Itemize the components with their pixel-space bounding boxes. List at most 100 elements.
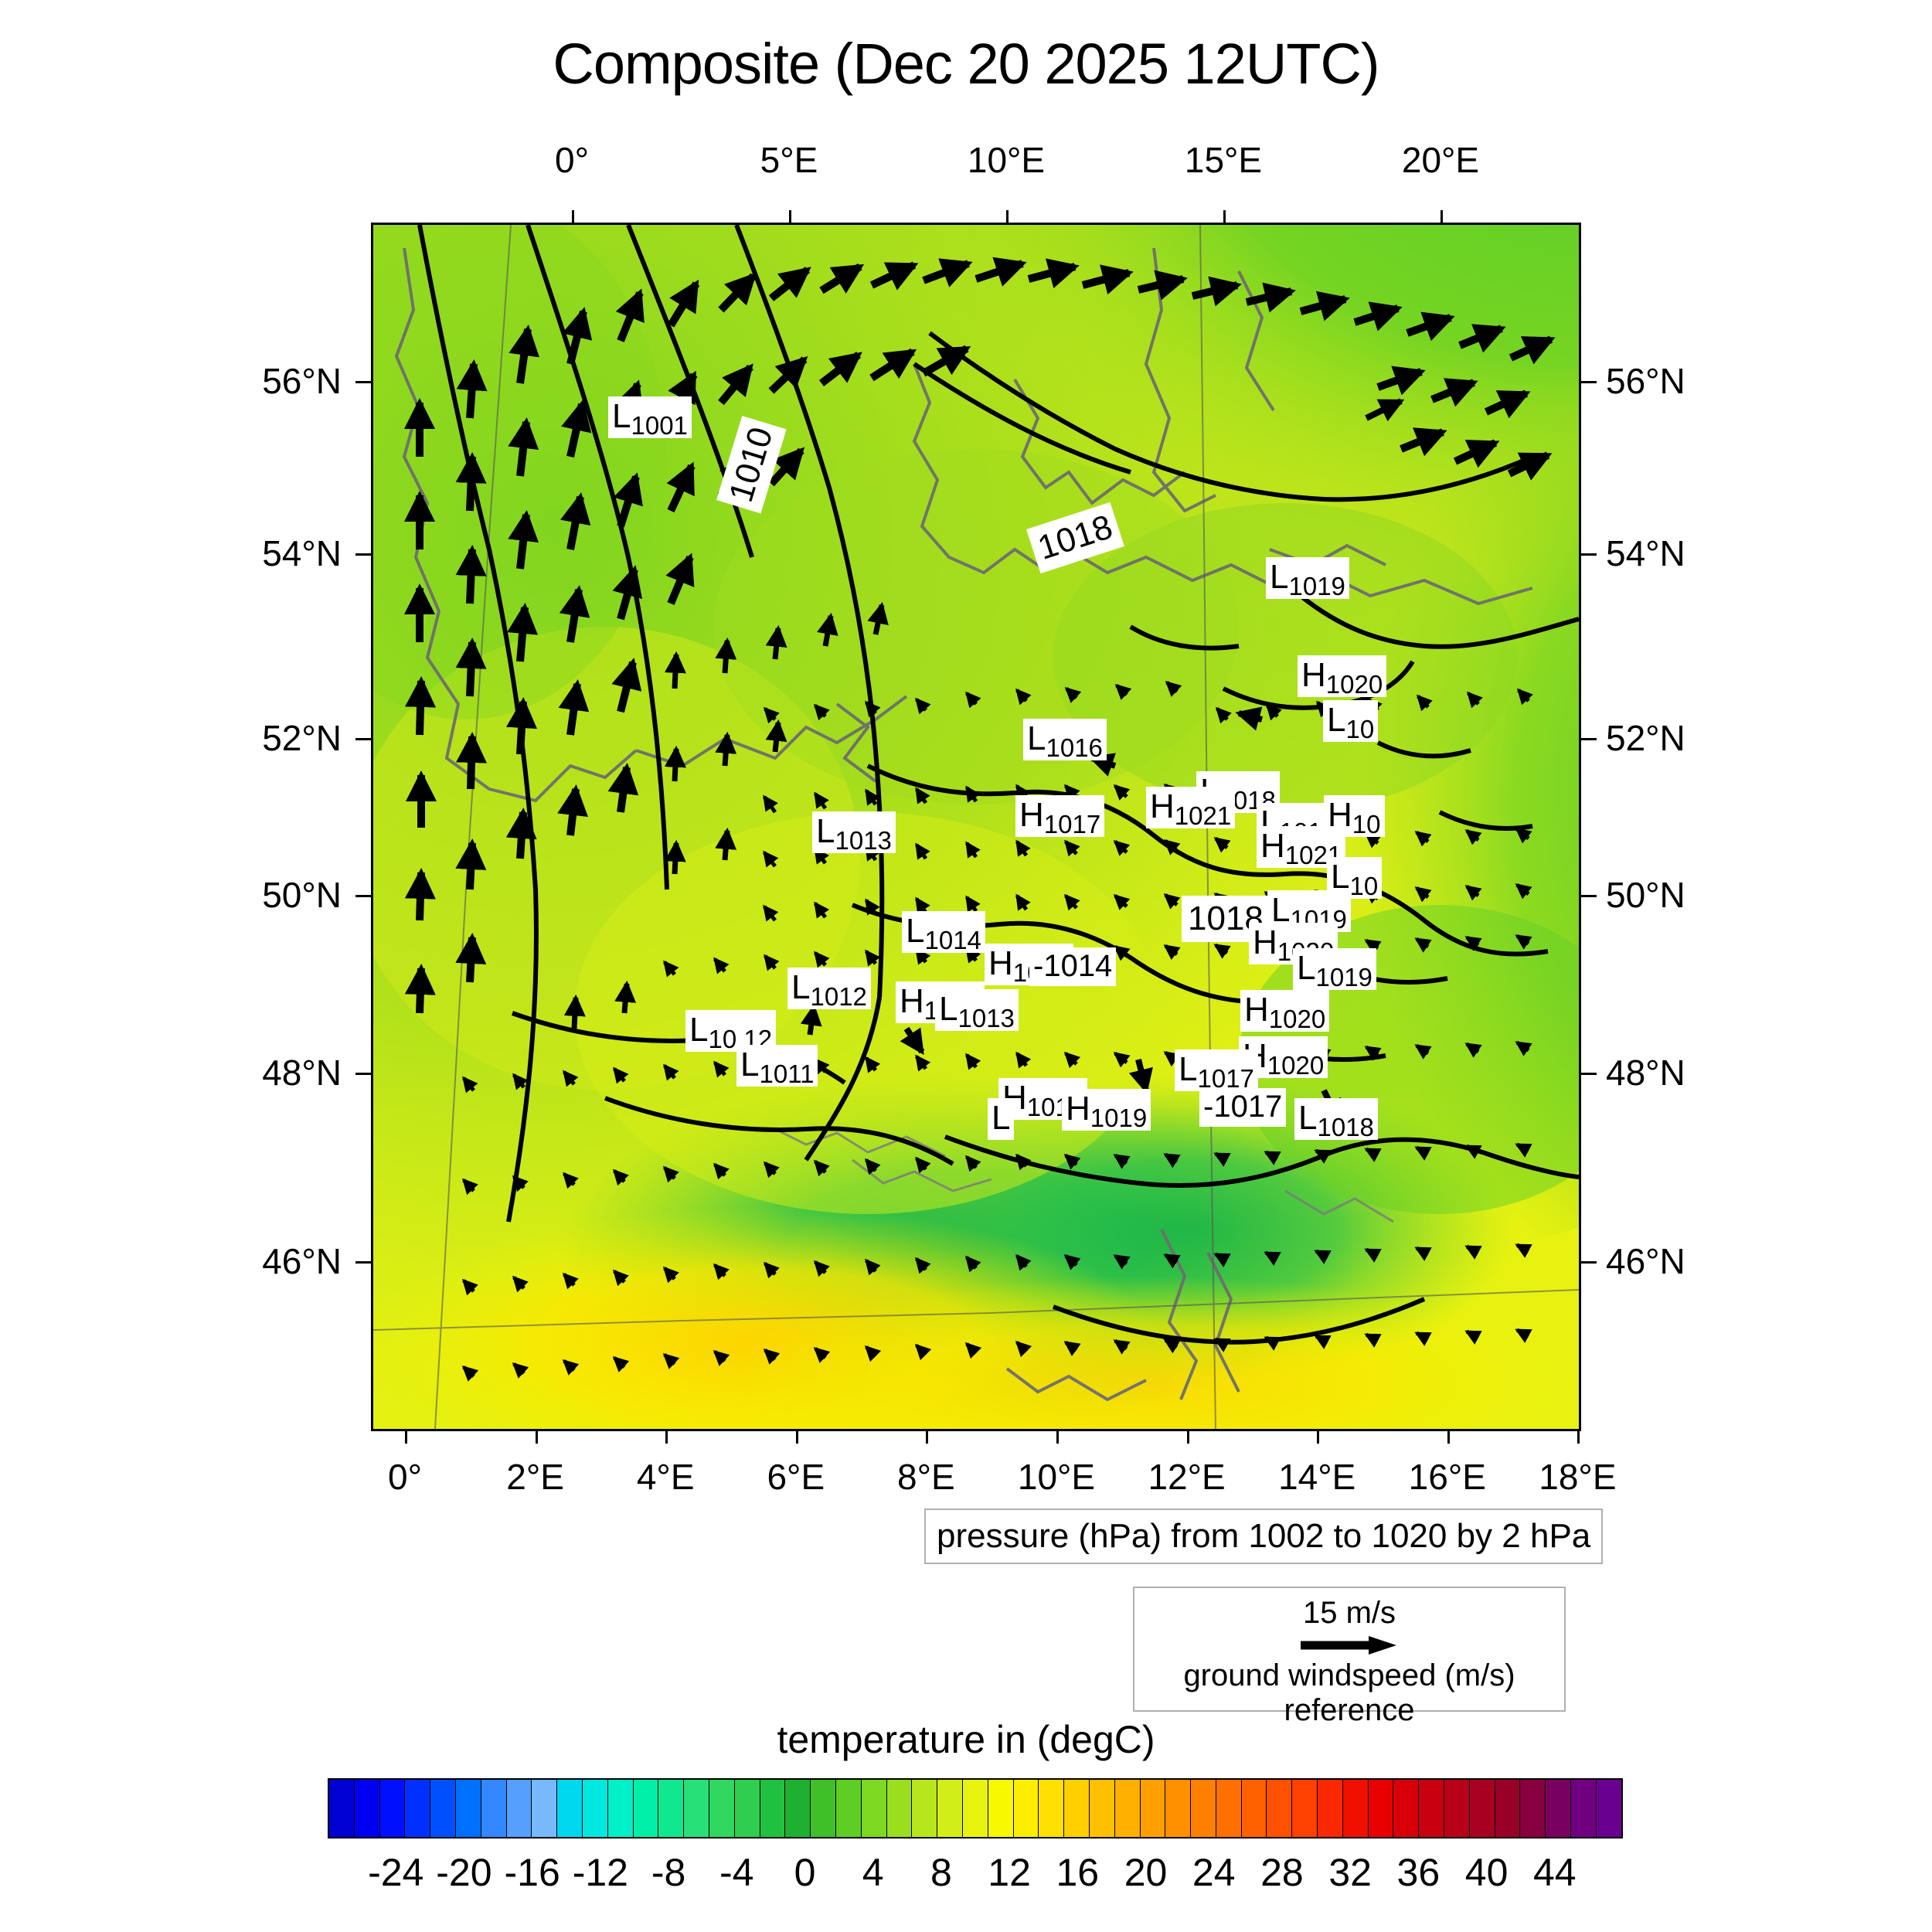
axis-label-bottom: 6°E <box>767 1457 825 1497</box>
colorbar-swatch <box>633 1780 659 1837</box>
page-title: Composite (Dec 20 2025 12UTC) <box>553 32 1379 96</box>
axis-tick-top <box>1440 210 1443 223</box>
colorbar-swatch <box>1419 1780 1445 1837</box>
axis-tick-left <box>355 1261 371 1264</box>
colorbar-tick-label: 28 <box>1260 1851 1304 1894</box>
axis-tick-right <box>1581 381 1597 383</box>
pressure-label-h: H1017 <box>1015 795 1105 837</box>
colorbar-swatch <box>988 1780 1014 1837</box>
axis-label-bottom: 16°E <box>1408 1457 1486 1497</box>
axis-label-bottom: 4°E <box>636 1457 695 1497</box>
axis-label-bottom: 14°E <box>1278 1457 1356 1497</box>
colorbar-swatch <box>734 1780 760 1837</box>
colorbar-swatch <box>912 1780 938 1837</box>
colorbar-swatch <box>1013 1780 1039 1837</box>
colorbar-swatch <box>481 1780 507 1837</box>
colorbar-swatch <box>430 1780 456 1837</box>
axis-label-right: 54°N <box>1606 533 1685 573</box>
pressure-label-h: H1019 <box>1062 1089 1151 1131</box>
axis-label-top: 10°E <box>967 140 1046 180</box>
axis-label-right: 50°N <box>1606 875 1685 915</box>
pressure-label-l: L1013 <box>812 811 896 853</box>
pressure-label-h: H1020 <box>1240 990 1330 1032</box>
axis-tick-bottom <box>926 1431 929 1444</box>
map-canvas <box>373 225 1579 1429</box>
wind-reference-legend: 15 m/s ground windspeed (m/s) reference <box>1133 1587 1566 1727</box>
axis-tick-bottom <box>1056 1431 1059 1444</box>
pressure-label-h: H1021 <box>1146 787 1236 828</box>
colorbar-tick-label: 32 <box>1328 1851 1372 1894</box>
axis-tick-left <box>355 553 371 556</box>
colorbar-swatch <box>1292 1780 1318 1837</box>
pressure-label-l: L1017 <box>1175 1049 1258 1091</box>
axis-label-right: 52°N <box>1606 718 1685 758</box>
colorbar-swatch <box>1318 1780 1343 1837</box>
axis-label-left: 48°N <box>262 1053 342 1093</box>
pressure-label-h: H1020 <box>1298 655 1387 697</box>
axis-tick-bottom <box>1447 1431 1450 1444</box>
axis-tick-right <box>1581 1261 1597 1264</box>
axis-tick-bottom <box>795 1431 798 1444</box>
colorbar-swatch <box>658 1780 685 1837</box>
colorbar-swatch <box>329 1780 355 1837</box>
axis-label-left: 46°N <box>262 1241 342 1281</box>
axis-tick-left <box>355 895 371 897</box>
colorbar-tick-label: -12 <box>572 1851 628 1894</box>
pressure-legend: pressure (hPa) from 1002 to 1020 by 2 hP… <box>924 1509 1604 1564</box>
colorbar-swatch <box>886 1780 913 1837</box>
weather-map[interactable]: 1010 1018 1018 L1001L1019H1020L10L1016L1… <box>371 223 1581 1431</box>
colorbar-swatch <box>1469 1780 1495 1837</box>
colorbar-swatch <box>785 1780 811 1837</box>
colorbar-swatch <box>1571 1780 1597 1837</box>
pressure-label-l: L <box>988 1098 1015 1140</box>
axis-label-bottom: 10°E <box>1017 1457 1096 1497</box>
colorbar-tick-label: -20 <box>436 1851 492 1894</box>
colorbar-swatch <box>861 1780 887 1837</box>
colorbar-swatch <box>962 1780 988 1837</box>
pressure-label-l: L10 <box>1323 700 1379 742</box>
colorbar-tick-label: 40 <box>1464 1851 1509 1894</box>
axis-label-bottom: 8°E <box>897 1457 955 1497</box>
axis-label-right: 56°N <box>1606 361 1685 401</box>
pressure-label-l: L1001 <box>608 396 692 438</box>
axis-tick-bottom <box>1317 1431 1320 1444</box>
colorbar-tick-label: 24 <box>1192 1851 1236 1894</box>
colorbar-tick-labels: -24 -20 -16 -12 -8 -4 0 4 8 12 16 20 24 28 32 36 40 44 <box>328 1850 1623 1896</box>
colorbar-tick-label: 16 <box>1056 1851 1100 1894</box>
axis-label-bottom: 0° <box>388 1457 422 1497</box>
axis-tick-bottom <box>665 1431 668 1444</box>
axis-tick-bottom <box>1577 1431 1580 1444</box>
colorbar-swatch <box>1393 1780 1420 1837</box>
axis-label-left: 54°N <box>262 533 342 573</box>
colorbar-swatch <box>1140 1780 1166 1837</box>
colorbar-swatch <box>811 1780 836 1837</box>
colorbar-tick-label: 36 <box>1396 1851 1440 1894</box>
colorbar-swatch <box>1267 1780 1293 1837</box>
temperature-colorbar[interactable] <box>328 1778 1623 1838</box>
colorbar-swatch <box>1089 1780 1115 1837</box>
colorbar-swatch <box>760 1780 786 1837</box>
axis-label-bottom: 12°E <box>1148 1457 1226 1497</box>
axis-label-top: 5°E <box>760 140 818 180</box>
colorbar-tick-label: -4 <box>719 1851 754 1894</box>
colorbar-tick-label: 12 <box>988 1851 1031 1894</box>
colorbar-swatch <box>835 1780 862 1837</box>
colorbar-swatch <box>1216 1780 1242 1837</box>
axis-tick-right <box>1581 895 1597 897</box>
colorbar-swatch <box>1596 1780 1621 1837</box>
colorbar-swatch <box>532 1780 558 1837</box>
pressure-value-label: -1017 <box>1199 1088 1287 1127</box>
colorbar-swatch <box>354 1780 380 1837</box>
colorbar-swatch <box>1039 1780 1065 1837</box>
wind-reference-value: 15 m/s <box>1302 1596 1396 1630</box>
axis-tick-top <box>789 210 791 223</box>
axis-label-bottom: 18°E <box>1539 1457 1617 1497</box>
axis-tick-top <box>572 210 574 223</box>
pressure-label-l: L1011 <box>736 1045 818 1087</box>
wind-reference-caption: ground windspeed (m/s) reference <box>1183 1658 1515 1727</box>
colorbar-title: temperature in (degC) <box>777 1718 1155 1761</box>
colorbar-swatch <box>684 1780 709 1837</box>
colorbar-swatch <box>1368 1780 1394 1837</box>
colorbar-swatch <box>1342 1780 1369 1837</box>
colorbar-swatch <box>582 1780 608 1837</box>
